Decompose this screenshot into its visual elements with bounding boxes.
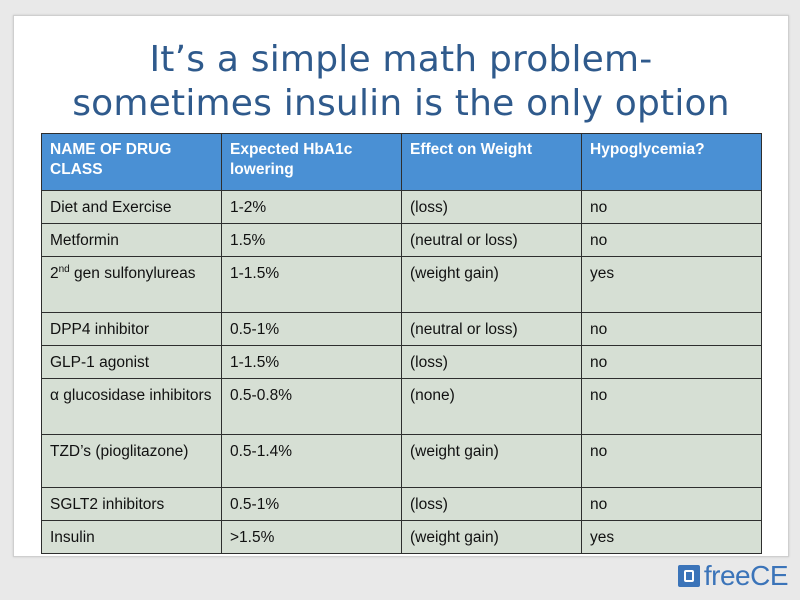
table-row: DPP4 inhibitor 0.5-1% (neutral or loss) …	[41, 312, 762, 346]
cell-drug: GLP-1 agonist	[41, 345, 222, 379]
cell-drug: 2nd gen sulfonylureas	[41, 256, 222, 313]
cell-drug: Insulin	[41, 520, 222, 554]
cell-hba1c: 1-1.5%	[221, 256, 402, 313]
table-row: 2nd gen sulfonylureas 1-1.5% (weight gai…	[41, 256, 762, 313]
document-icon	[677, 565, 700, 587]
cell-hypo: yes	[581, 256, 762, 313]
cell-hypo: no	[581, 345, 762, 379]
table-row: TZD’s (pioglitazone) 0.5-1.4% (weight ga…	[41, 434, 762, 488]
cell-hypo: no	[581, 434, 762, 488]
cell-hypo: no	[581, 312, 762, 346]
cell-hba1c: 1-1.5%	[221, 345, 402, 379]
table-row: SGLT2 inhibitors 0.5-1% (loss) no	[41, 487, 762, 521]
cell-drug: TZD’s (pioglitazone)	[41, 434, 222, 488]
logo-text: freeCE	[703, 560, 789, 591]
cell-drug: Diet and Exercise	[41, 190, 222, 224]
table-row: Insulin >1.5% (weight gain) yes	[41, 520, 762, 554]
page-title: It’s a simple math problem- sometimes in…	[14, 38, 788, 126]
drug-class-table: NAME OF DRUG CLASS Expected HbA1c loweri…	[41, 133, 762, 554]
title-line-1: It’s a simple math problem-	[149, 39, 653, 80]
title-line-2: sometimes insulin is the only option	[72, 83, 730, 124]
table-header-row: NAME OF DRUG CLASS Expected HbA1c loweri…	[41, 133, 762, 191]
cell-weight: (weight gain)	[401, 520, 582, 554]
table-row: GLP-1 agonist 1-1.5% (loss) no	[41, 345, 762, 379]
header-hypoglycemia: Hypoglycemia?	[581, 133, 762, 191]
cell-weight: (loss)	[401, 487, 582, 521]
cell-drug-sup: nd	[58, 263, 70, 275]
cell-drug: SGLT2 inhibitors	[41, 487, 222, 521]
header-hba1c: Expected HbA1c lowering	[221, 133, 402, 191]
cell-weight: (weight gain)	[401, 434, 582, 488]
cell-drug: Metformin	[41, 223, 222, 257]
cell-weight: (none)	[401, 378, 582, 435]
cell-hypo: no	[581, 487, 762, 521]
cell-weight: (weight gain)	[401, 256, 582, 313]
cell-hba1c: 0.5-0.8%	[221, 378, 402, 435]
header-drug-class: NAME OF DRUG CLASS	[41, 133, 222, 191]
cell-hypo: no	[581, 223, 762, 257]
cell-hba1c: 0.5-1%	[221, 487, 402, 521]
cell-weight: (neutral or loss)	[401, 223, 582, 257]
cell-hypo: no	[581, 190, 762, 224]
cell-hba1c: 1-2%	[221, 190, 402, 224]
cell-weight: (loss)	[401, 345, 582, 379]
cell-hba1c: 0.5-1%	[221, 312, 402, 346]
freece-logo: freeCE	[677, 560, 789, 592]
cell-drug: α glucosidase inhibitors	[41, 378, 222, 435]
cell-drug-rest: gen sulfonylureas	[69, 265, 196, 282]
table-row: Metformin 1.5% (neutral or loss) no	[41, 223, 762, 257]
table-row: α glucosidase inhibitors 0.5-0.8% (none)…	[41, 378, 762, 435]
cell-drug: DPP4 inhibitor	[41, 312, 222, 346]
slide: It’s a simple math problem- sometimes in…	[13, 15, 789, 557]
cell-hypo: no	[581, 378, 762, 435]
cell-drug-prefix: 2	[50, 265, 59, 282]
table-row: Diet and Exercise 1-2% (loss) no	[41, 190, 762, 224]
cell-weight: (neutral or loss)	[401, 312, 582, 346]
cell-hypo: yes	[581, 520, 762, 554]
cell-hba1c: >1.5%	[221, 520, 402, 554]
header-weight: Effect on Weight	[401, 133, 582, 191]
cell-weight: (loss)	[401, 190, 582, 224]
cell-hba1c: 0.5-1.4%	[221, 434, 402, 488]
cell-hba1c: 1.5%	[221, 223, 402, 257]
